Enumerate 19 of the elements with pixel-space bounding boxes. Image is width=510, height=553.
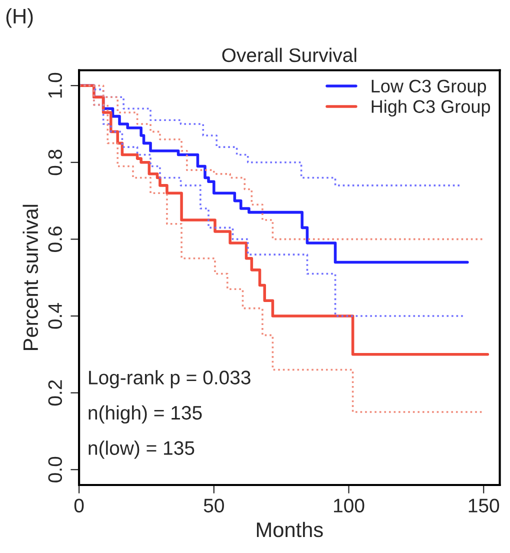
chart-title: Overall Survival <box>222 48 356 62</box>
annotation: n(low) = 135 <box>88 440 194 459</box>
annotation: Log-rank p = 0.033 <box>89 370 250 388</box>
x-tick-label: 0 <box>74 498 84 512</box>
y-tick-label: 0.6 <box>48 226 62 252</box>
legend-label: High C3 Group <box>372 100 490 117</box>
y-tick-label: 0.4 <box>48 303 62 329</box>
y-tick-label: 1.0 <box>48 72 62 98</box>
y-tick-label: 0.8 <box>48 150 62 176</box>
x-tick-label: 50 <box>204 498 224 512</box>
x-axis-title: Months <box>256 522 323 538</box>
x-tick-label: 100 <box>334 498 364 512</box>
y-tick-label: 0.2 <box>48 380 62 406</box>
annotation: n(high) = 135 <box>88 405 202 424</box>
text: (H) <box>6 8 33 28</box>
legend-label: Low C3 Group <box>372 80 486 96</box>
y-axis-title: Percent survival <box>22 204 38 350</box>
x-tick-label: 150 <box>468 498 500 512</box>
y-tick-label: 0.0 <box>48 456 62 482</box>
